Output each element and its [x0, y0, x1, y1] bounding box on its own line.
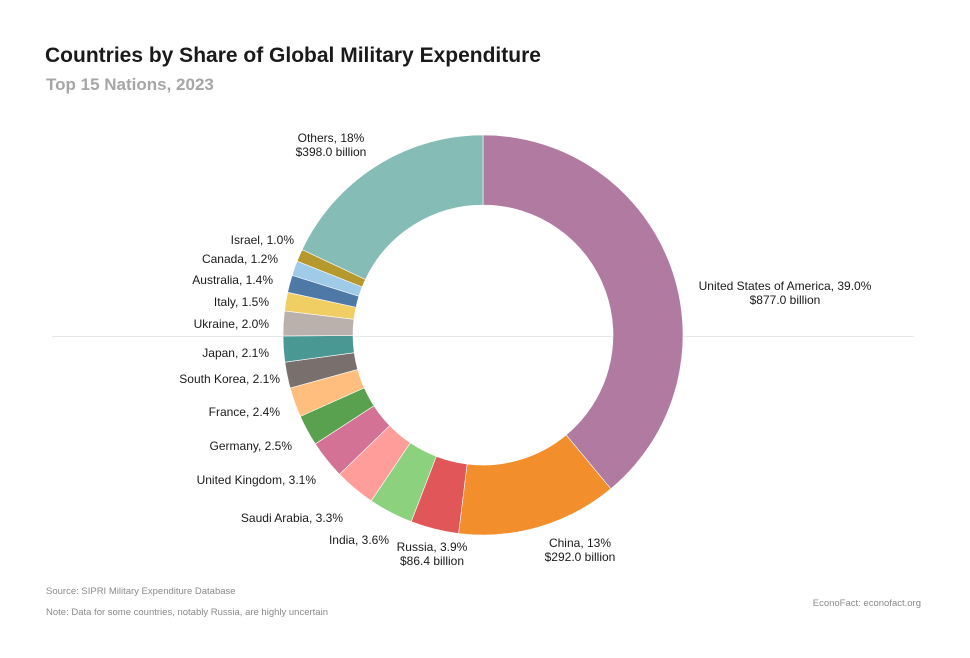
data-note: Note: Data for some countries, notably R…	[46, 607, 328, 618]
slice-label-8: South Korea, 2.1%	[179, 372, 280, 386]
slice-label-9: Japan, 2.1%	[202, 346, 269, 360]
slice-value-label-2: $86.4 billion	[400, 554, 464, 568]
slice-value-label-15: $398.0 billion	[296, 145, 367, 159]
slice-label-0: United States of America, 39.0%	[699, 279, 872, 293]
slice-label-15: Others, 18%	[298, 131, 365, 145]
chart-title: Countries by Share of Global Military Ex…	[45, 44, 541, 67]
source-note: Source: SIPRI Military Expenditure Datab…	[46, 586, 236, 597]
slice-label-7: France, 2.4%	[209, 405, 281, 419]
horizontal-divider	[52, 336, 914, 337]
slice-label-2: Russia, 3.9%	[397, 540, 468, 554]
slice-label-11: Italy, 1.5%	[214, 295, 269, 309]
slice-label-3: India, 3.6%	[329, 533, 389, 547]
slice-label-6: Germany, 2.5%	[210, 439, 293, 453]
slice-label-12: Australia, 1.4%	[192, 273, 273, 287]
credit-link[interactable]: EconoFact: econofact.org	[812, 598, 921, 609]
slice-label-4: Saudi Arabia, 3.3%	[241, 511, 343, 525]
slice-label-10: Ukraine, 2.0%	[194, 317, 270, 331]
chart-subtitle: Top 15 Nations, 2023	[46, 75, 214, 94]
slice-label-14: Israel, 1.0%	[231, 233, 295, 247]
slice-0[interactable]	[482, 134, 684, 490]
slice-label-5: United Kingdom, 3.1%	[197, 473, 317, 487]
slice-value-label-1: $292.0 billion	[545, 550, 616, 564]
slice-label-13: Canada, 1.2%	[202, 252, 278, 266]
slice-15[interactable]	[301, 134, 484, 280]
slice-label-1: China, 13%	[549, 536, 611, 550]
slice-value-label-0: $877.0 billion	[750, 293, 821, 307]
